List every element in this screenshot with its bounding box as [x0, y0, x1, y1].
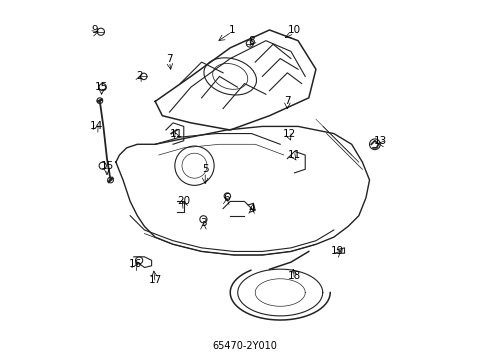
Text: 19: 19 — [330, 247, 343, 256]
Text: 7: 7 — [284, 96, 290, 107]
Text: 5: 5 — [202, 164, 208, 174]
Text: 6: 6 — [223, 193, 229, 203]
Text: 65470-2Y010: 65470-2Y010 — [212, 342, 276, 351]
Text: 1: 1 — [228, 25, 235, 35]
Text: 3: 3 — [200, 218, 206, 228]
Text: 10: 10 — [287, 25, 301, 35]
Text: 9: 9 — [91, 25, 98, 35]
Text: 16: 16 — [129, 259, 142, 269]
Text: 4: 4 — [248, 203, 254, 213]
Text: 13: 13 — [373, 136, 386, 146]
Text: 18: 18 — [287, 271, 301, 282]
Text: 20: 20 — [177, 197, 190, 206]
Text: 11: 11 — [170, 129, 183, 139]
Text: 8: 8 — [248, 36, 254, 46]
Text: 17: 17 — [148, 275, 162, 285]
Text: 12: 12 — [282, 129, 295, 139]
Text: 7: 7 — [166, 54, 172, 64]
Text: 15: 15 — [100, 161, 113, 171]
Text: 11: 11 — [287, 150, 301, 160]
Text: 2: 2 — [136, 71, 142, 81]
Text: 14: 14 — [89, 121, 102, 131]
Text: 15: 15 — [95, 82, 108, 92]
